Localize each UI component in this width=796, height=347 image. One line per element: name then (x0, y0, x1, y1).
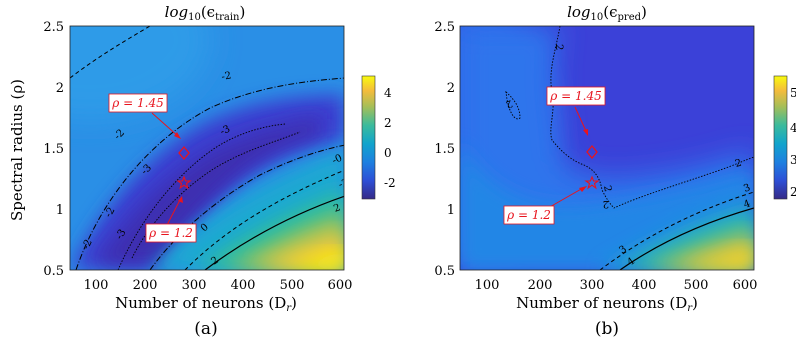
contour-label: -2 (221, 70, 233, 83)
marker-diamond-b (586, 144, 598, 160)
ytick-label: 1 (447, 203, 455, 218)
ytick-label: 2 (56, 81, 64, 96)
xtick-label: 500 (280, 278, 305, 293)
contour-label: -3 (219, 124, 232, 138)
label-rho-12-a: ρ = 1.2 (148, 226, 193, 240)
callout-rho-145-a: ρ = 1.45 (108, 93, 181, 139)
panel-b-title: log10(ϵpred) (567, 3, 647, 23)
title-a-sub: 10 (188, 12, 201, 23)
heatmap-b: 2 2 2 2 3 4 3 4 2 (460, 26, 754, 270)
title-a-arg: (ϵ (201, 3, 215, 21)
ytick-label: 2.5 (434, 20, 455, 35)
contour-label: 0 (53, 64, 66, 76)
axes-box-a (69, 25, 345, 271)
title-b-main: log (567, 3, 590, 21)
svg-text:log10(ϵpred): log10(ϵpred) (567, 3, 647, 23)
xtick-label: 400 (632, 278, 657, 293)
title-b-arg-sub: pred (618, 12, 642, 23)
xtick-label: 200 (528, 278, 553, 293)
ylabel-a: Spectral radius (ρ) (8, 79, 26, 221)
xaxis-b: 100 200 300 400 500 600 (475, 278, 758, 293)
title-a-arg-close: ) (239, 3, 245, 21)
colorbar-tick: 2 (384, 116, 392, 130)
ytick-label: 1.5 (43, 142, 64, 157)
xtick-label: 100 (475, 278, 500, 293)
contour-label: -0 (331, 153, 344, 167)
xtick-label: 200 (133, 278, 158, 293)
xtick-label: 600 (328, 278, 353, 293)
colorbar-tick: 4 (384, 86, 392, 100)
colorbar-tick: 0 (384, 146, 392, 160)
yaxis-b: 2.5 2 1.5 1 0.5 (434, 20, 455, 279)
callout-rho-145-b: ρ = 1.45 (546, 86, 606, 136)
label-rho-145-a: ρ = 1.45 (111, 96, 163, 110)
ytick-label: 1 (56, 203, 64, 218)
label-rho-145-b: ρ = 1.45 (549, 89, 601, 103)
title-a-main: log (165, 3, 188, 21)
label-rho-12-b: ρ = 1.2 (506, 208, 551, 222)
xtick-label: 500 (684, 278, 709, 293)
xtick-label: 100 (84, 278, 109, 293)
contour-label: 2 (209, 255, 221, 268)
ytick-label: 0.5 (43, 264, 64, 279)
title-b-sub: 10 (591, 12, 604, 23)
axes-box-b (459, 25, 755, 271)
xaxis-a: 100 200 300 400 500 600 (84, 278, 353, 293)
xtick-label: 300 (182, 278, 207, 293)
svg-text:log10(ϵtrain): log10(ϵtrain) (165, 3, 246, 23)
contour-label: -2 (337, 177, 350, 191)
contour-label: 2 (601, 185, 613, 193)
xlabel-b: Number of neurons (Dr) (516, 294, 698, 314)
xtick-label: 600 (733, 278, 758, 293)
colorbar-tick: 2 (790, 185, 796, 199)
marker-diamond-a (178, 145, 190, 161)
contour-label: 2 (332, 202, 342, 215)
contour-label: 0 (199, 222, 211, 235)
title-b-arg-close: ) (641, 3, 647, 21)
yaxis-a: 2.5 2 1.5 1 0.5 (43, 20, 64, 279)
contour-label: 2 (734, 158, 743, 170)
panel-b: log10(ϵpred) 2 2 2 2 3 4 3 4 2 (434, 3, 796, 339)
colorbar-a: 4 2 0 -2 (361, 75, 396, 200)
caption-b: (b) (595, 319, 619, 339)
ytick-label: 2.5 (43, 20, 64, 35)
marker-star-a (176, 175, 192, 190)
panel-a-title: log10(ϵtrain) (165, 3, 246, 23)
panel-a: log10(ϵtrain) 0 -2 (8, 3, 396, 339)
contour-label: 2 (504, 97, 514, 110)
callout-rho-12-b: ρ = 1.2 (503, 186, 587, 225)
xlabel-a: Number of neurons (Dr) (115, 294, 297, 314)
callout-rho-12-a: ρ = 1.2 (145, 196, 197, 243)
colorbar-b: 5 4 3 2 (773, 75, 796, 200)
contour-label: -3 (114, 228, 128, 242)
colorbar-tick: -2 (384, 176, 396, 190)
contour-label: -2 (81, 238, 95, 251)
colorbar-tick: 4 (790, 121, 796, 135)
contour-label: 2 (603, 198, 609, 209)
heatmap-a: 0 -2 -2 -3 -3 -2 -2 -3 -2 0 -0 2 2 (53, 26, 350, 270)
ytick-label: 0.5 (434, 264, 455, 279)
contour-label: -2 (103, 206, 117, 220)
ytick-label: 2 (447, 81, 455, 96)
contour-label: 4 (625, 256, 637, 269)
xtick-label: 300 (580, 278, 605, 293)
caption-a: (a) (194, 319, 217, 339)
contour-label: 2 (553, 44, 564, 50)
title-b-arg: (ϵ (603, 3, 617, 21)
contour-label: 3 (742, 182, 752, 195)
ytick-label: 1.5 (434, 142, 455, 157)
colorbar-tick: 3 (790, 153, 796, 167)
contour-label: 3 (617, 244, 629, 257)
xtick-label: 400 (231, 278, 256, 293)
colorbar-tick: 5 (790, 86, 796, 100)
title-a-arg-sub: train (215, 12, 240, 23)
contour-label: 4 (742, 198, 752, 211)
marker-star-b (584, 175, 600, 190)
